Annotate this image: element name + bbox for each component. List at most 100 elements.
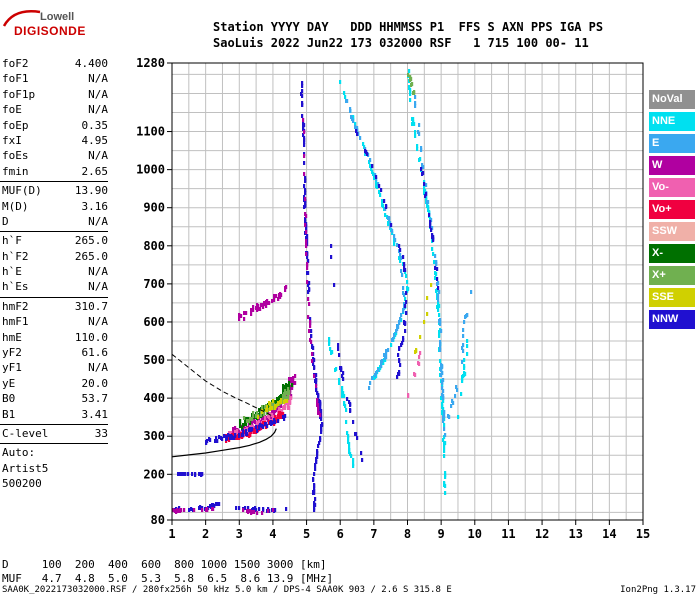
echo-point [399, 259, 402, 263]
echo-point [444, 433, 447, 437]
echo-point [466, 344, 469, 348]
echo-point [334, 368, 337, 372]
echo-point [462, 334, 465, 338]
echo-point [265, 304, 268, 308]
echo-point [405, 291, 408, 295]
echo-point [348, 448, 351, 452]
echo-point [345, 420, 348, 424]
echo-point [438, 290, 441, 294]
echo-point [308, 288, 311, 292]
echo-point [201, 472, 204, 476]
echo-point [188, 508, 191, 512]
echo-point [419, 157, 422, 161]
echo-point [301, 84, 304, 88]
echo-point [399, 317, 402, 321]
echo-point [306, 266, 309, 270]
param-row-foep: foEp 0.35 [0, 118, 110, 133]
echo-point [318, 411, 321, 415]
y-tick-label: 600 [143, 315, 165, 329]
trace-profile-solid [171, 428, 277, 458]
echo-point [349, 403, 352, 407]
echo-point [309, 317, 312, 321]
echo-point [444, 491, 447, 495]
echo-point [253, 428, 256, 432]
echo-point [375, 175, 378, 179]
echo-point [463, 371, 466, 375]
echo-point [387, 222, 390, 226]
echo-point [290, 377, 293, 381]
echo-point [391, 229, 394, 233]
echo-point [319, 436, 322, 440]
echo-point [457, 415, 460, 419]
echo-point [407, 73, 410, 77]
echo-point [447, 414, 450, 418]
echo-point [399, 363, 402, 367]
echo-point [306, 280, 309, 284]
echo-point [290, 396, 293, 400]
echo-point [313, 365, 316, 369]
echo-point [256, 429, 259, 433]
echo-point [390, 223, 393, 227]
echo-point [432, 252, 435, 256]
echo-point [319, 402, 322, 406]
echo-point [304, 191, 307, 195]
y-tick-label: 200 [143, 467, 165, 481]
echo-point [461, 360, 464, 364]
echo-point [261, 511, 264, 515]
echo-point [261, 424, 264, 428]
echo-point [414, 104, 417, 108]
param-value: N/A [88, 361, 108, 375]
echo-point [403, 264, 406, 268]
echo-point [329, 347, 332, 351]
echo-point [269, 402, 272, 406]
echo-point [419, 335, 422, 339]
legend-item-nne: NNE [649, 112, 695, 131]
echo-point [415, 349, 418, 353]
logo-text-lowell: Lowell [40, 11, 75, 23]
echo-point [303, 154, 306, 158]
echo-point [427, 200, 430, 204]
echo-point [346, 99, 349, 103]
param-row-he: h`E N/A [0, 264, 110, 279]
echo-point [255, 414, 258, 418]
echo-point [256, 511, 259, 515]
echo-point [338, 353, 341, 357]
echo-point [250, 417, 253, 421]
echo-point [438, 304, 441, 308]
param-row-d: D N/A [0, 214, 110, 229]
echo-point [306, 255, 309, 259]
echo-point [435, 289, 438, 293]
parameter-panel: foF2 4.400 foF1 N/A foF1p N/A foE N/A foEp 0.35 fx… [0, 56, 110, 492]
echo-point [441, 411, 444, 415]
echo-point [238, 506, 241, 510]
x-tick-label: 1 [168, 527, 175, 541]
echo-point [385, 205, 388, 209]
echo-point [313, 502, 316, 506]
echo-point [461, 346, 464, 350]
echo-point [442, 396, 445, 400]
echo-point [280, 394, 283, 398]
echo-point [443, 449, 446, 453]
echo-point [316, 449, 319, 453]
echo-point [404, 322, 407, 326]
echo-point [227, 433, 230, 437]
echo-point [361, 458, 364, 462]
echo-point [255, 306, 258, 310]
legend-item-x: X- [649, 244, 695, 263]
param-value: 33 [94, 426, 108, 440]
echo-point [455, 385, 458, 389]
echo-point [343, 91, 346, 95]
echo-point [349, 109, 352, 113]
echo-point [400, 269, 403, 273]
echo-point [437, 298, 440, 302]
echo-point [304, 212, 307, 216]
echo-point [364, 149, 367, 153]
echo-point [273, 418, 276, 422]
echo-point [303, 143, 306, 147]
echo-point [369, 381, 372, 385]
echo-point [398, 358, 401, 362]
y-tick-label: 1100 [136, 125, 165, 139]
echo-point [331, 350, 334, 354]
echo-point [251, 510, 254, 514]
param-separator [0, 296, 108, 298]
